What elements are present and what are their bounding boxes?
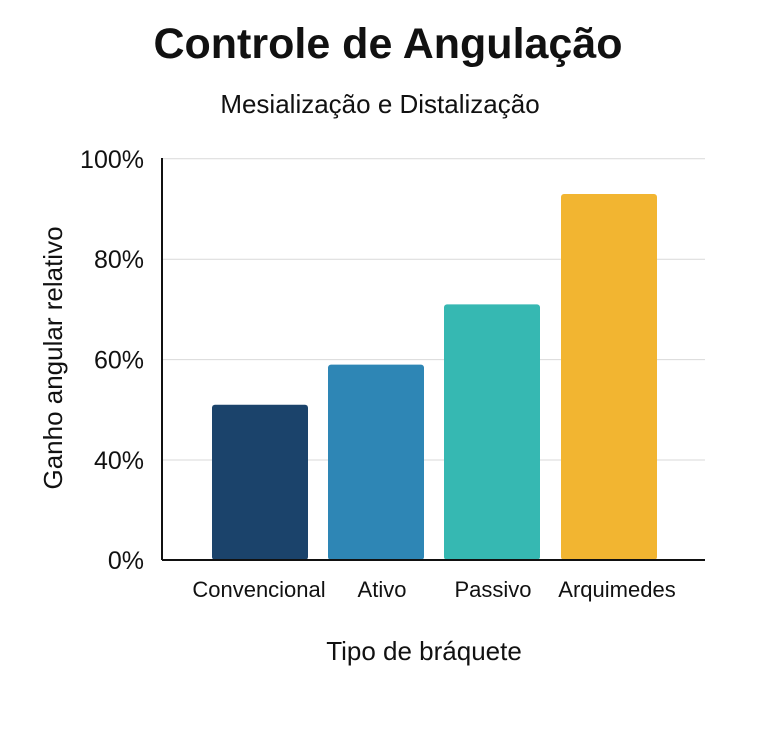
bars [212, 193, 657, 560]
y-axis-label: Ganho angular relativo [38, 226, 68, 489]
y-tick-label: 80% [94, 246, 144, 274]
y-tick-label: 0% [108, 547, 144, 575]
y-tick-label: 100% [80, 146, 144, 174]
y-tick-label: 60% [94, 347, 144, 375]
x-tick-label: Convencional [192, 577, 325, 602]
x-axis-label: Tipo de bráquete [326, 636, 522, 666]
bar [444, 304, 540, 560]
x-tick-labels: Convencional Ativo Passivo Arquimedes [192, 577, 675, 602]
bar [212, 404, 308, 560]
y-tick-labels: 0% 40% 60% 80% 100% [80, 146, 144, 575]
bar [328, 364, 424, 560]
x-tick-label: Ativo [358, 577, 407, 602]
bar [561, 193, 657, 560]
x-tick-label: Passivo [454, 577, 531, 602]
chart-subtitle: Mesialização e Distalização [220, 89, 539, 119]
chart-title: Controle de Angulação [153, 20, 622, 68]
x-tick-label: Arquimedes [558, 577, 675, 602]
y-tick-label: 40% [94, 447, 144, 475]
